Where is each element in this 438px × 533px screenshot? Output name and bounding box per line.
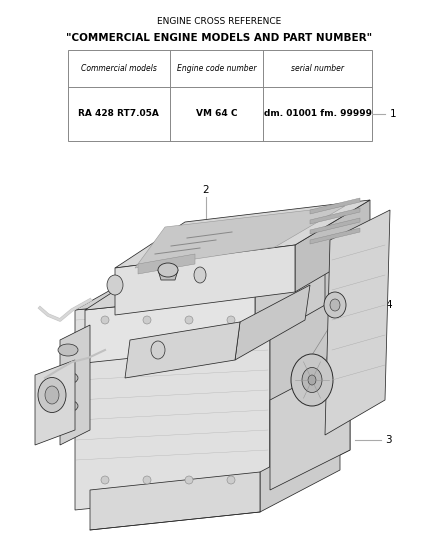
Polygon shape bbox=[310, 218, 360, 234]
Ellipse shape bbox=[308, 375, 316, 385]
Polygon shape bbox=[158, 270, 178, 280]
Circle shape bbox=[143, 476, 151, 484]
Polygon shape bbox=[138, 254, 195, 274]
Polygon shape bbox=[85, 250, 325, 310]
Polygon shape bbox=[255, 250, 325, 345]
Ellipse shape bbox=[194, 267, 206, 283]
Polygon shape bbox=[85, 292, 255, 363]
Polygon shape bbox=[235, 285, 310, 360]
Polygon shape bbox=[60, 325, 90, 445]
Ellipse shape bbox=[330, 299, 340, 311]
Ellipse shape bbox=[324, 292, 346, 318]
Polygon shape bbox=[295, 200, 370, 292]
Ellipse shape bbox=[151, 341, 165, 359]
Text: VM 64 C: VM 64 C bbox=[195, 109, 237, 118]
Circle shape bbox=[185, 476, 193, 484]
Ellipse shape bbox=[38, 377, 66, 413]
Circle shape bbox=[101, 316, 109, 324]
Ellipse shape bbox=[158, 263, 178, 277]
Polygon shape bbox=[115, 245, 295, 315]
Bar bbox=[68, 50, 372, 141]
Circle shape bbox=[101, 476, 109, 484]
Text: 3: 3 bbox=[385, 435, 392, 445]
Polygon shape bbox=[310, 208, 360, 224]
Text: dm. 01001 fm. 99999: dm. 01001 fm. 99999 bbox=[264, 109, 371, 118]
Polygon shape bbox=[270, 245, 350, 490]
Text: serial number: serial number bbox=[291, 64, 344, 73]
Ellipse shape bbox=[45, 386, 59, 404]
Circle shape bbox=[227, 476, 235, 484]
Polygon shape bbox=[90, 472, 260, 530]
Text: 2: 2 bbox=[202, 185, 209, 195]
Text: 4: 4 bbox=[385, 300, 392, 310]
Ellipse shape bbox=[302, 367, 322, 392]
Polygon shape bbox=[75, 290, 270, 510]
Ellipse shape bbox=[107, 275, 123, 295]
Ellipse shape bbox=[58, 344, 78, 356]
Polygon shape bbox=[310, 228, 360, 244]
Polygon shape bbox=[325, 210, 390, 435]
Polygon shape bbox=[310, 198, 360, 214]
Circle shape bbox=[143, 316, 151, 324]
Polygon shape bbox=[35, 360, 75, 445]
Ellipse shape bbox=[58, 372, 78, 384]
Text: Engine code number: Engine code number bbox=[177, 64, 256, 73]
Polygon shape bbox=[270, 358, 350, 490]
Text: "COMMERCIAL ENGINE MODELS AND PART NUMBER": "COMMERCIAL ENGINE MODELS AND PART NUMBE… bbox=[66, 33, 372, 43]
Ellipse shape bbox=[58, 400, 78, 412]
Circle shape bbox=[185, 316, 193, 324]
Polygon shape bbox=[75, 245, 350, 310]
Polygon shape bbox=[125, 322, 240, 378]
Polygon shape bbox=[115, 200, 370, 268]
Text: ENGINE CROSS REFERENCE: ENGINE CROSS REFERENCE bbox=[157, 18, 281, 27]
Polygon shape bbox=[135, 206, 345, 268]
Text: 1: 1 bbox=[389, 109, 396, 119]
Text: RA 428 RT7.05A: RA 428 RT7.05A bbox=[78, 109, 159, 118]
Circle shape bbox=[227, 316, 235, 324]
Text: Commercial models: Commercial models bbox=[81, 64, 157, 73]
Polygon shape bbox=[260, 430, 340, 512]
Ellipse shape bbox=[291, 354, 333, 406]
